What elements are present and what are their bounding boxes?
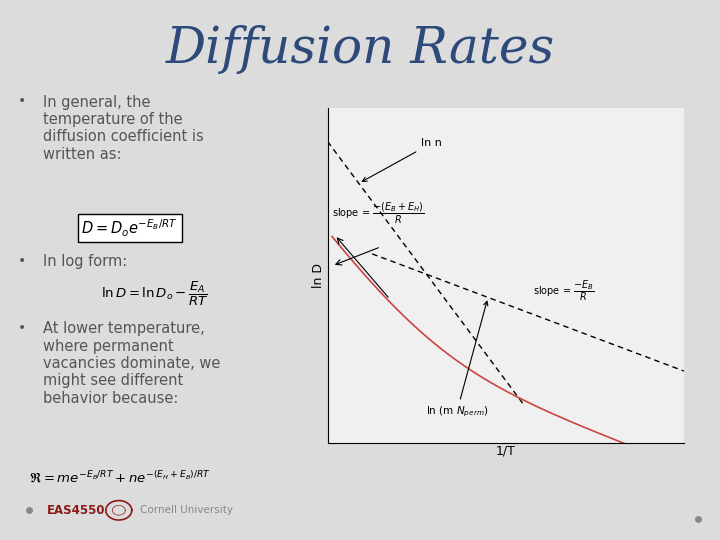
Text: •: •: [18, 94, 26, 109]
Text: ln n: ln n: [362, 138, 442, 181]
X-axis label: 1/T: 1/T: [496, 444, 516, 457]
Text: ln (m $N_{perm}$): ln (m $N_{perm}$): [426, 301, 488, 419]
Text: Cornell University: Cornell University: [140, 505, 233, 515]
Text: Diffusion Rates: Diffusion Rates: [166, 24, 554, 74]
Text: EAS4550: EAS4550: [47, 504, 105, 517]
Text: At lower temperature,
where permanent
vacancies dominate, we
might see different: At lower temperature, where permanent va…: [43, 321, 220, 406]
Text: •: •: [18, 321, 26, 335]
Text: In log form:: In log form:: [43, 254, 127, 269]
Text: In general, the
temperature of the
diffusion coefficient is
written as:: In general, the temperature of the diffu…: [43, 94, 204, 161]
Text: $\ln D = \ln D_o - \dfrac{E_A}{RT}$: $\ln D = \ln D_o - \dfrac{E_A}{RT}$: [101, 280, 208, 308]
Y-axis label: ln D: ln D: [312, 263, 325, 288]
Text: slope = $\dfrac{-(E_B+E_H)}{R}$: slope = $\dfrac{-(E_B+E_H)}{R}$: [332, 201, 425, 226]
Text: •: •: [18, 254, 26, 268]
Text: $D = D_o e^{-E_B/RT}$: $D = D_o e^{-E_B/RT}$: [81, 217, 178, 239]
Text: slope = $\dfrac{-E_B}{R}$: slope = $\dfrac{-E_B}{R}$: [533, 278, 594, 303]
Text: $\mathfrak{R} = me^{-E_B/RT} + ne^{-(E_H+E_B)/RT}$: $\mathfrak{R} = me^{-E_B/RT} + ne^{-(E_H…: [29, 470, 211, 486]
